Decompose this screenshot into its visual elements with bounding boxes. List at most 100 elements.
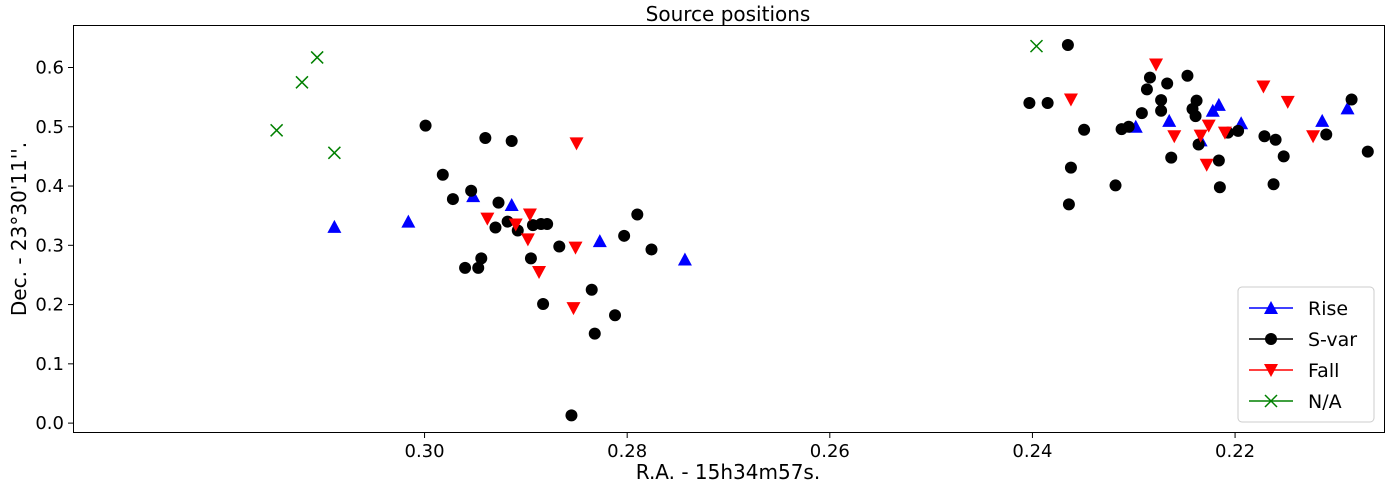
s-var-point xyxy=(609,309,622,322)
rise-point xyxy=(1211,97,1226,111)
s-var-point xyxy=(1267,178,1280,191)
s-var-point xyxy=(618,229,631,242)
s-var-point xyxy=(1062,198,1075,211)
rise-point xyxy=(1315,113,1330,127)
s-var-point xyxy=(436,168,449,181)
s-var-point xyxy=(1212,154,1225,167)
y-tick-label: 0.2 xyxy=(35,295,64,316)
series-fall xyxy=(480,58,1321,316)
s-var-point xyxy=(585,283,598,296)
s-var-point xyxy=(537,297,550,310)
s-var-point xyxy=(1161,77,1174,90)
s-var-point xyxy=(1258,130,1271,143)
rise-point xyxy=(592,234,607,248)
y-tick-label: 0.0 xyxy=(35,413,64,434)
s-var-point xyxy=(1345,93,1358,106)
x-axis: 0.30 0.28 0.26 0.24 0.22 xyxy=(405,432,1255,462)
rise-point xyxy=(327,219,342,233)
fall-point xyxy=(508,218,523,232)
y-axis: 0.0 0.1 0.2 0.3 0.4 0.5 0.6 xyxy=(35,57,74,434)
s-var-point xyxy=(1023,97,1036,110)
n-a-point xyxy=(270,123,284,137)
s-var-point xyxy=(1189,110,1202,123)
fall-point xyxy=(1063,93,1078,107)
s-var-point xyxy=(1078,123,1091,136)
s-var-point xyxy=(1192,138,1205,151)
fall-point xyxy=(1199,158,1214,172)
fall-point xyxy=(532,265,547,279)
fall-point xyxy=(1149,58,1164,72)
fall-point xyxy=(522,208,537,222)
fall-point xyxy=(1306,130,1321,144)
fall-point xyxy=(1280,95,1295,109)
s-var-point xyxy=(1140,83,1153,96)
n-a-point xyxy=(1029,39,1044,53)
legend-box xyxy=(1237,286,1375,423)
n-a-point xyxy=(310,50,324,64)
s-var-point xyxy=(1061,38,1074,51)
x-axis-title: R.A. - 15h34m57s. xyxy=(636,460,820,484)
fall-point xyxy=(1217,126,1232,140)
s-var-point xyxy=(1232,124,1245,137)
fall-point xyxy=(520,233,535,247)
rise-point xyxy=(1162,113,1177,127)
s-var-point xyxy=(475,252,488,265)
rise-point xyxy=(504,197,519,211)
s-var-point xyxy=(492,196,505,209)
series-s-var xyxy=(419,38,1374,422)
fall-point xyxy=(1256,80,1271,94)
s-var-point xyxy=(419,119,432,132)
s-var-point xyxy=(489,221,502,234)
s-var-point xyxy=(1064,161,1077,174)
y-axis-title: Dec. - 23°30'11''. xyxy=(7,142,31,316)
s-var-point xyxy=(505,134,518,147)
s-var-point xyxy=(472,261,485,274)
x-tick-label: 0.30 xyxy=(405,441,445,462)
y-tick-label: 0.5 xyxy=(35,117,64,138)
s-var-point xyxy=(1190,94,1203,107)
s-var-point xyxy=(1155,104,1168,117)
s-var-point xyxy=(1122,120,1135,133)
s-var-point xyxy=(459,261,472,274)
s-var-point xyxy=(465,184,478,197)
legend-label-fall: Fall xyxy=(1308,360,1339,382)
fall-point xyxy=(1193,129,1208,143)
s-var-point xyxy=(1041,97,1054,110)
s-var-point xyxy=(1165,151,1178,164)
legend-label-s-var: S-var xyxy=(1308,329,1357,351)
s-var-point xyxy=(1320,128,1333,141)
s-var-point xyxy=(565,409,578,422)
s-var-point xyxy=(1155,94,1168,107)
data-points xyxy=(270,38,1374,422)
chart-title: Source positions xyxy=(646,2,811,26)
s-var-point xyxy=(446,193,459,206)
rise-point xyxy=(1340,101,1355,115)
fall-point xyxy=(569,137,584,151)
x-tick-label: 0.22 xyxy=(1215,441,1255,462)
s-var-point xyxy=(1109,179,1122,192)
x-tick-label: 0.24 xyxy=(1012,441,1052,462)
s-var-point xyxy=(541,217,554,230)
s-var-point xyxy=(588,327,601,340)
y-tick-label: 0.3 xyxy=(35,235,64,256)
legend-label-n-a: N/A xyxy=(1308,391,1342,413)
s-var-point xyxy=(1213,181,1226,194)
series-n-a xyxy=(270,39,1044,160)
s-var-point xyxy=(553,240,566,253)
s-var-point xyxy=(1143,71,1156,84)
legend-marker-fall xyxy=(1264,364,1278,377)
s-var-point xyxy=(524,252,537,265)
fall-point xyxy=(480,212,495,226)
x-tick-label: 0.26 xyxy=(810,441,850,462)
legend: Rise S-var Fall N/A xyxy=(1237,286,1375,423)
n-a-point xyxy=(327,146,341,160)
legend-label-rise: Rise xyxy=(1308,298,1348,320)
s-var-point xyxy=(1269,133,1282,146)
rise-point xyxy=(401,214,416,228)
plot-area xyxy=(73,25,1385,433)
fall-point xyxy=(568,241,583,255)
s-var-point xyxy=(1277,150,1290,163)
legend-marker-rise xyxy=(1264,301,1278,314)
fall-point xyxy=(1167,130,1182,144)
